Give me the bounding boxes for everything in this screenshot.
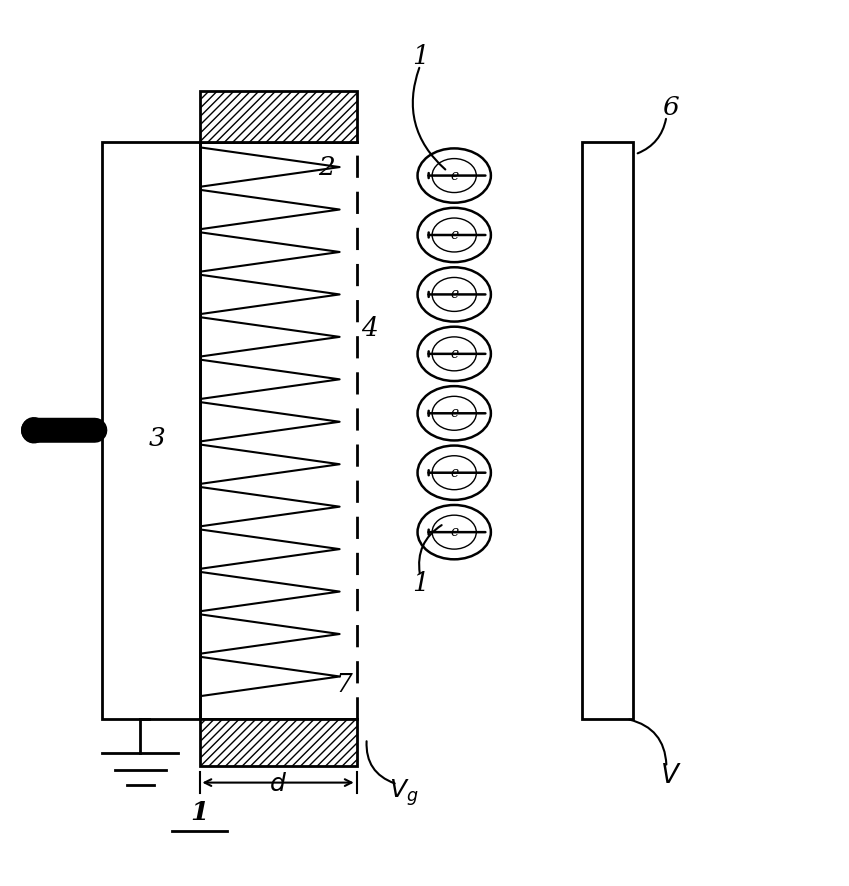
Text: e: e	[450, 407, 458, 420]
Text: e: e	[450, 525, 458, 540]
Text: 7: 7	[335, 672, 352, 697]
Bar	[102, 142, 200, 719]
Bar	[200, 719, 357, 766]
Text: 2: 2	[318, 154, 335, 180]
Text: $d$: $d$	[269, 773, 288, 796]
Text: 3: 3	[149, 426, 166, 451]
Text: 1: 1	[412, 571, 429, 595]
Text: $V$: $V$	[660, 764, 682, 789]
Text: e: e	[450, 346, 458, 361]
Text: e: e	[450, 228, 458, 242]
Text: 4: 4	[361, 316, 378, 341]
Text: 1: 1	[412, 44, 429, 69]
Text: 6: 6	[662, 95, 679, 120]
Text: e: e	[450, 466, 458, 479]
Text: 1: 1	[190, 800, 209, 825]
Bar	[200, 90, 357, 142]
Text: e: e	[450, 168, 458, 183]
Text: e: e	[450, 287, 458, 301]
Bar	[582, 142, 633, 719]
Text: $V_g$: $V_g$	[389, 777, 418, 808]
